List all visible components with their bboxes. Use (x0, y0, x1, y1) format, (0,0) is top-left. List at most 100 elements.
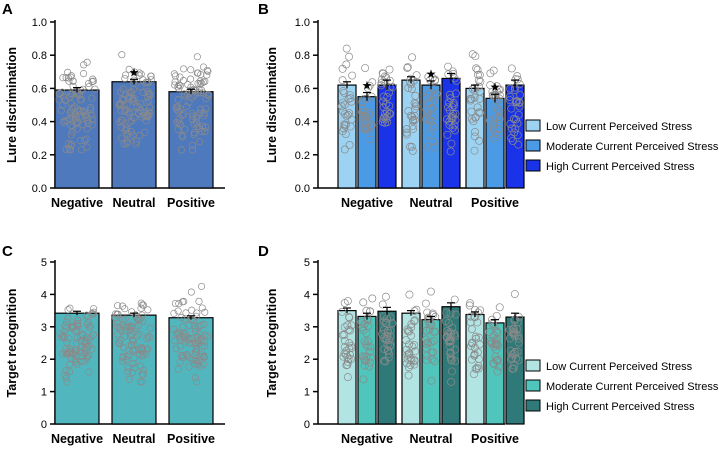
data-point (489, 125, 498, 134)
data-point (123, 352, 131, 361)
data-point (446, 353, 455, 362)
data-point (87, 104, 95, 112)
data-point (491, 113, 500, 122)
data-point (411, 91, 420, 100)
data-point (385, 109, 394, 118)
data-point (379, 312, 388, 321)
data-point (468, 50, 477, 59)
data-point (171, 299, 179, 308)
data-point (83, 143, 91, 151)
data-point (342, 44, 351, 53)
data-point (405, 340, 414, 349)
data-point (87, 333, 95, 341)
y-tick-label: 0 (41, 419, 47, 431)
data-point (125, 375, 133, 383)
data-point (367, 92, 376, 101)
data-point (201, 353, 209, 361)
data-point (125, 347, 133, 355)
data-point (451, 345, 460, 354)
data-point (193, 53, 201, 61)
data-point (447, 355, 456, 364)
data-point (121, 315, 129, 323)
data-point (381, 292, 390, 301)
data-point (69, 77, 77, 85)
data-point (79, 330, 87, 338)
x-tick-label: Neutral (409, 432, 452, 446)
data-point (347, 341, 356, 350)
data-point (515, 80, 524, 89)
data-point (77, 337, 85, 345)
data-point (89, 77, 97, 85)
data-point (445, 98, 453, 107)
data-point (127, 341, 135, 349)
data-point (171, 337, 179, 345)
data-point (424, 99, 433, 108)
data-point (180, 297, 188, 306)
data-point (493, 367, 502, 376)
data-point (170, 70, 178, 78)
data-point (84, 79, 93, 88)
data-point (85, 368, 93, 376)
data-point (424, 130, 433, 139)
data-point (188, 356, 196, 364)
legend-label: Moderate Current Perceived Stress (546, 141, 719, 153)
data-point (143, 345, 152, 353)
data-point (71, 115, 79, 123)
y-tick-label: 0.2 (295, 150, 310, 162)
data-point (174, 125, 182, 134)
data-point (361, 112, 370, 121)
data-point (121, 323, 129, 331)
data-point (491, 340, 500, 349)
y-axis-title: Lure discrimination (5, 47, 19, 163)
data-point (368, 78, 377, 87)
data-point (407, 331, 416, 340)
data-point (378, 330, 386, 338)
data-point (507, 104, 516, 113)
data-point (114, 330, 122, 339)
data-point (188, 141, 196, 149)
data-point (491, 352, 500, 361)
data-point (402, 336, 410, 345)
data-point (120, 101, 128, 109)
data-point (445, 90, 454, 99)
data-point (429, 336, 438, 345)
data-point (83, 354, 91, 362)
data-point (138, 378, 146, 386)
data-point (119, 357, 127, 365)
data-point (80, 108, 88, 116)
data-point (340, 323, 349, 332)
data-point (124, 368, 132, 376)
data-point (115, 101, 124, 109)
y-tick-label: 0.0 (32, 183, 47, 195)
data-point (128, 330, 136, 338)
data-point (123, 323, 131, 331)
data-point (146, 103, 154, 112)
data-point (510, 361, 519, 370)
data-point (490, 134, 498, 142)
legend-label: Low Current Perceived Stress (546, 121, 693, 133)
data-point (470, 312, 479, 321)
data-point (506, 346, 515, 355)
data-point (88, 115, 96, 124)
data-point (191, 374, 200, 382)
data-point (444, 62, 453, 71)
data-point (466, 96, 475, 105)
data-point (492, 82, 501, 91)
data-point (172, 103, 181, 111)
data-point (118, 116, 126, 124)
data-point (343, 321, 352, 330)
data-point (73, 118, 82, 126)
data-point (193, 378, 201, 386)
data-point (347, 97, 356, 106)
data-point (404, 363, 413, 372)
data-point (89, 331, 97, 339)
data-point (406, 111, 415, 120)
data-point (380, 110, 389, 119)
data-point (514, 140, 523, 149)
data-point (348, 71, 357, 80)
data-point (507, 354, 516, 363)
data-point (84, 119, 92, 127)
data-point (431, 93, 440, 101)
data-point (179, 133, 187, 141)
